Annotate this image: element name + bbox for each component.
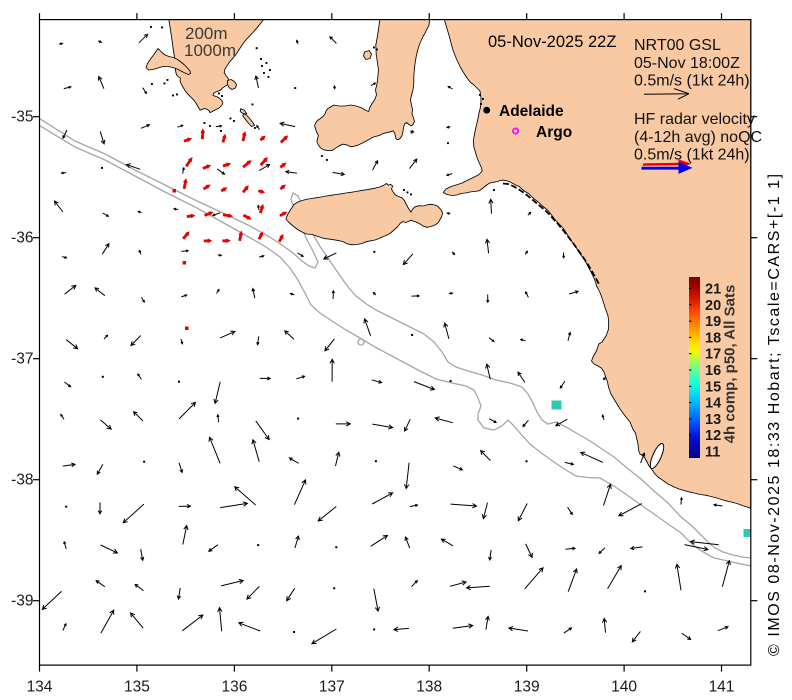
svg-text:134: 134 (27, 679, 53, 696)
svg-text:17: 17 (705, 347, 721, 363)
svg-text:16: 16 (705, 363, 721, 379)
svg-text:135: 135 (124, 679, 150, 696)
svg-text:0.5m/s (1kt 24h): 0.5m/s (1kt 24h) (634, 73, 750, 90)
svg-text:1000m: 1000m (184, 41, 236, 60)
svg-text:18: 18 (705, 330, 721, 346)
svg-text:13: 13 (705, 412, 721, 428)
svg-text:4h comp, p50, All Sats: 4h comp, p50, All Sats (722, 285, 739, 444)
svg-text:-35: -35 (11, 109, 33, 126)
svg-text:14: 14 (705, 396, 721, 412)
svg-text:139: 139 (514, 679, 540, 696)
svg-text:19: 19 (705, 314, 721, 330)
svg-text:NRT00 GSL: NRT00 GSL (634, 37, 721, 54)
svg-text:Adelaide: Adelaide (499, 103, 564, 120)
svg-text:-39: -39 (11, 593, 33, 610)
svg-text:140: 140 (611, 679, 637, 696)
svg-text:141: 141 (709, 679, 735, 696)
svg-text:200m: 200m (185, 24, 228, 43)
svg-text:-36: -36 (11, 230, 33, 247)
svg-text:11: 11 (705, 445, 720, 461)
svg-text:12: 12 (705, 428, 721, 444)
svg-text:05-Nov-2025 22Z: 05-Nov-2025 22Z (488, 33, 616, 51)
svg-text:138: 138 (416, 679, 442, 696)
svg-text:20: 20 (705, 298, 721, 314)
svg-text:0.5m/s (1kt 24h): 0.5m/s (1kt 24h) (634, 147, 750, 164)
svg-text:Argo: Argo (536, 124, 572, 141)
svg-text:-37: -37 (11, 351, 33, 368)
svg-text:(4-12h avg) noQC: (4-12h avg) noQC (634, 129, 762, 146)
svg-text:15: 15 (705, 379, 721, 395)
svg-text:© IMOS 08-Nov-2025 18:33 Hobar: © IMOS 08-Nov-2025 18:33 Hobart; Tscale=… (766, 172, 783, 656)
svg-text:-38: -38 (11, 472, 33, 489)
svg-text:HF radar velocity: HF radar velocity (634, 111, 755, 128)
svg-text:137: 137 (319, 679, 345, 696)
svg-text:05-Nov 18:00Z: 05-Nov 18:00Z (634, 55, 740, 72)
svg-text:21: 21 (705, 282, 721, 298)
svg-text:136: 136 (221, 679, 247, 696)
